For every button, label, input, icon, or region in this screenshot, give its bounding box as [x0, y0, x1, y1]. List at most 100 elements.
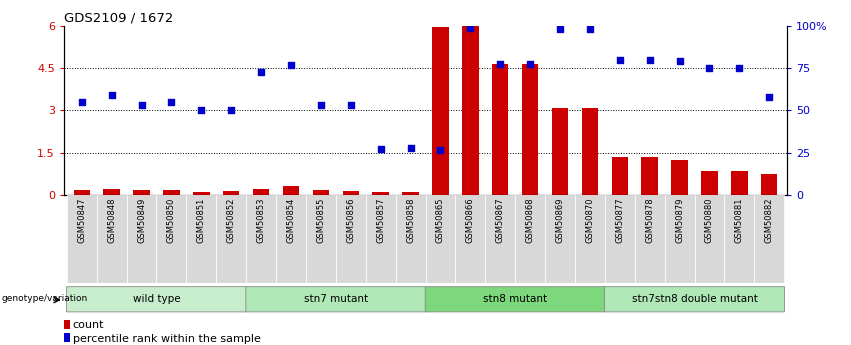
Bar	[492, 64, 508, 195]
Point	[105, 92, 118, 98]
Bar	[694, 195, 724, 283]
Bar	[432, 27, 448, 195]
Text: GSM50866: GSM50866	[465, 198, 475, 243]
Text: GSM50865: GSM50865	[436, 198, 445, 243]
Point	[195, 107, 208, 112]
Bar	[635, 195, 665, 283]
Text: GSM50855: GSM50855	[317, 198, 325, 243]
Point	[494, 61, 507, 67]
Bar	[223, 191, 239, 195]
Bar	[312, 190, 329, 195]
Text: GSM50877: GSM50877	[615, 198, 625, 243]
Point	[733, 66, 746, 71]
FancyBboxPatch shape	[66, 287, 247, 312]
Bar	[373, 191, 389, 195]
Bar	[582, 108, 598, 195]
Bar	[306, 195, 336, 283]
Text: GSM50857: GSM50857	[376, 198, 386, 243]
Point	[613, 57, 626, 62]
Text: stn8 mutant: stn8 mutant	[483, 294, 547, 304]
Bar	[462, 26, 478, 195]
Bar	[612, 157, 628, 195]
Bar	[193, 191, 209, 195]
Text: GSM50848: GSM50848	[107, 198, 116, 243]
Point	[464, 25, 477, 30]
Point	[553, 27, 567, 32]
FancyBboxPatch shape	[246, 287, 426, 312]
Text: GSM50849: GSM50849	[137, 198, 146, 243]
Text: count: count	[73, 320, 105, 330]
Bar	[551, 108, 568, 195]
Text: percentile rank within the sample: percentile rank within the sample	[73, 334, 260, 344]
Text: GSM50867: GSM50867	[496, 198, 505, 243]
Bar	[455, 195, 485, 283]
Bar	[67, 195, 97, 283]
Bar	[64, 333, 71, 342]
Point	[134, 102, 148, 108]
Text: GSM50869: GSM50869	[556, 198, 564, 243]
Bar	[426, 195, 455, 283]
Bar	[754, 195, 784, 283]
Point	[703, 66, 717, 71]
Text: GSM50868: GSM50868	[526, 198, 534, 243]
Point	[643, 57, 656, 62]
Text: GDS2109 / 1672: GDS2109 / 1672	[64, 12, 174, 25]
Bar	[403, 192, 419, 195]
Text: GSM50851: GSM50851	[197, 198, 206, 243]
Point	[225, 107, 238, 112]
Bar	[336, 195, 366, 283]
Point	[762, 94, 776, 100]
Bar	[64, 320, 71, 329]
Bar	[366, 195, 396, 283]
Text: GSM50882: GSM50882	[765, 198, 774, 243]
Point	[673, 59, 687, 64]
Point	[434, 147, 448, 153]
Bar	[343, 191, 359, 195]
Point	[523, 61, 537, 67]
Bar	[134, 190, 150, 195]
Text: GSM50881: GSM50881	[735, 198, 744, 243]
Bar	[127, 195, 157, 283]
Bar	[575, 195, 605, 283]
Bar	[157, 195, 186, 283]
Text: GSM50870: GSM50870	[585, 198, 594, 243]
Point	[254, 69, 268, 74]
Text: stn7 mutant: stn7 mutant	[304, 294, 368, 304]
Bar	[246, 195, 276, 283]
Bar	[276, 195, 306, 283]
Point	[344, 102, 357, 108]
Bar	[515, 195, 545, 283]
Point	[164, 99, 178, 105]
Bar	[283, 187, 300, 195]
Bar	[724, 195, 754, 283]
Bar	[73, 190, 90, 195]
Text: GSM50879: GSM50879	[675, 198, 684, 243]
Bar	[396, 195, 426, 283]
Bar	[216, 195, 246, 283]
Text: stn7stn8 double mutant: stn7stn8 double mutant	[631, 294, 757, 304]
Bar	[485, 195, 515, 283]
Text: GSM50852: GSM50852	[226, 198, 236, 243]
Bar	[186, 195, 216, 283]
Point	[314, 102, 328, 108]
Text: GSM50854: GSM50854	[287, 198, 295, 243]
Text: genotype/variation: genotype/variation	[1, 294, 88, 303]
Text: GSM50856: GSM50856	[346, 198, 355, 243]
Bar	[163, 190, 180, 195]
Text: GSM50858: GSM50858	[406, 198, 415, 243]
Text: GSM50853: GSM50853	[257, 198, 266, 243]
FancyBboxPatch shape	[426, 287, 605, 312]
Bar	[545, 195, 575, 283]
Bar	[665, 195, 694, 283]
Text: GSM50847: GSM50847	[77, 198, 86, 243]
Bar	[761, 174, 778, 195]
Point	[75, 99, 89, 105]
Bar	[671, 160, 688, 195]
Bar	[701, 171, 717, 195]
Point	[374, 147, 387, 152]
FancyBboxPatch shape	[604, 287, 785, 312]
Point	[284, 62, 298, 68]
Point	[403, 146, 417, 151]
Bar	[642, 157, 658, 195]
Bar	[104, 189, 120, 195]
